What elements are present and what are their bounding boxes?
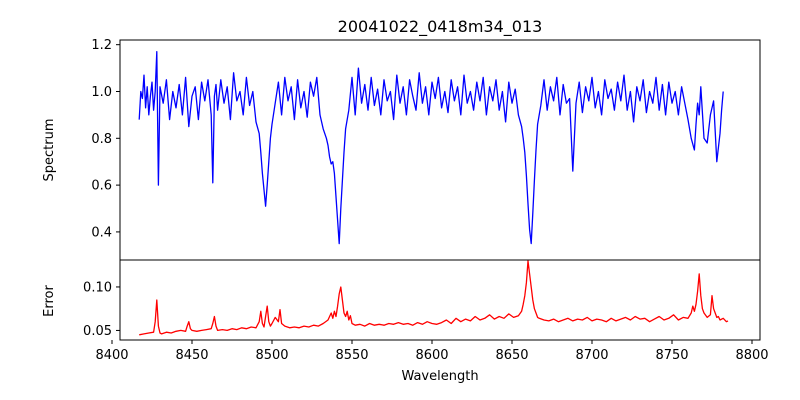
- spectrum-y-tick-label: 1.0: [91, 85, 112, 100]
- chart-title: 20041022_0418m34_013: [338, 17, 543, 37]
- x-tick-label: 8600: [415, 348, 448, 363]
- x-tick-label: 8650: [495, 348, 528, 363]
- spectrum-panel: 0.4 0.6 0.8 1.0 1.2 Spectrum: [42, 38, 761, 261]
- spectrum-series-line: [138, 51, 724, 245]
- spectrum-y-tick-label: 1.2: [91, 38, 112, 53]
- x-tick-label: 8700: [575, 348, 608, 363]
- spectrum-series-layer: [138, 51, 724, 245]
- x-tick-label: 8450: [175, 348, 208, 363]
- spectrum-y-ticks: 0.4 0.6 0.8 1.0 1.2: [91, 38, 120, 240]
- error-y-ticks: 0.05 0.10: [83, 280, 120, 339]
- error-plot-frame: [119, 259, 761, 341]
- spectrum-y-tick-label: 0.6: [91, 179, 112, 194]
- wavelength-x-ticks: 8400 8450 8500 8550 8600 8650 8700 8750 8800: [95, 340, 769, 363]
- error-series-layer: [139, 260, 729, 336]
- x-tick-label: 8550: [335, 348, 368, 363]
- x-tick-label: 8400: [95, 348, 128, 363]
- error-panel: 0.05 0.10 8400 8450 8500 8550 8600 8650 8700 875…: [42, 259, 769, 384]
- error-y-tick-label: 0.10: [83, 280, 112, 295]
- error-y-tick-label: 0.05: [83, 324, 112, 339]
- x-tick-label: 8750: [655, 348, 688, 363]
- x-tick-label: 8500: [255, 348, 288, 363]
- spectrum-y-axis-label: Spectrum: [42, 119, 57, 182]
- x-axis-label: Wavelength: [401, 369, 478, 384]
- error-series-line: [139, 260, 729, 336]
- x-tick-label: 8800: [735, 348, 768, 363]
- error-y-axis-label: Error: [42, 285, 57, 317]
- spectrum-y-tick-label: 0.8: [91, 132, 112, 147]
- spectrum-y-tick-label: 0.4: [91, 225, 112, 240]
